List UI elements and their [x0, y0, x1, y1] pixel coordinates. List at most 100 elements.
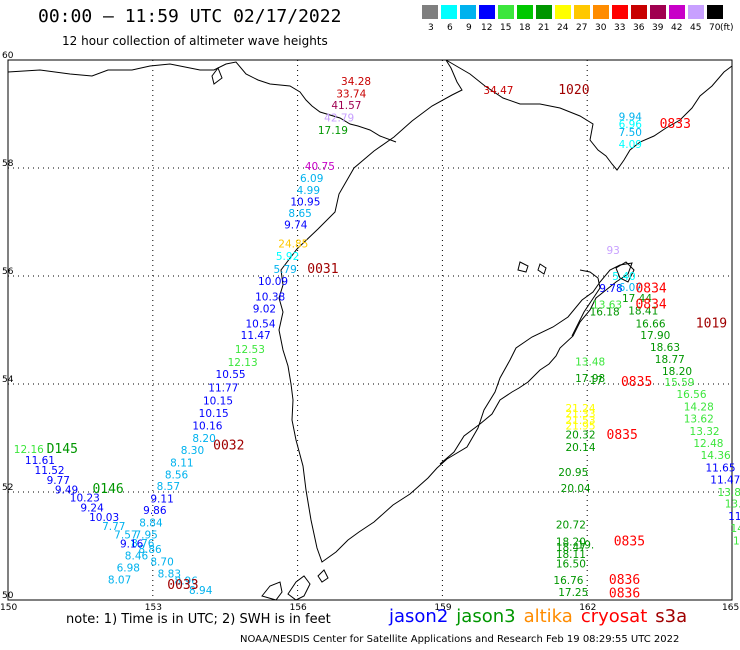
wave-height-label: 11.47: [710, 474, 740, 486]
wave-height-label: 34.47: [483, 85, 513, 97]
wave-height-label: 10.54: [245, 318, 275, 330]
pass-time-label: 0836: [609, 573, 640, 588]
legend-label: 39: [652, 23, 664, 33]
wave-height-label: 24.85: [278, 238, 308, 250]
pass-time-label: 0146: [92, 482, 123, 497]
legend-swatch: [631, 5, 647, 19]
lon-label: 153: [145, 603, 162, 613]
wave-height-label: 17.98: [575, 373, 605, 385]
pass-time-label: 0835: [607, 428, 638, 443]
legend-label: 9: [466, 23, 472, 33]
satellite-name: cryosat: [580, 606, 648, 627]
wave-height-label: 8.57: [157, 481, 180, 493]
kamchatka-coast: [278, 59, 633, 563]
legend-label: 30: [595, 23, 607, 33]
credit-line: NOAA/NESDIS Center for Satellite Applica…: [240, 634, 680, 645]
wave-height-label: 21.53: [565, 415, 595, 427]
wave-height-label: 21.95: [565, 420, 595, 432]
map-subtitle: 12 hour collection of altimeter wave hei…: [62, 34, 328, 48]
wave-height-label: 4.09: [619, 139, 642, 151]
legend-swatch: [479, 5, 495, 19]
wave-height-label: 18.47: [556, 542, 586, 554]
wave-height-label: 11.52: [35, 465, 65, 477]
legend-swatch: [498, 5, 514, 19]
wave-height-label: 18.41: [628, 305, 658, 317]
wave-height-label: 7.95: [134, 529, 157, 541]
wave-height-label: 8.30: [181, 445, 204, 457]
wave-height-label: 16.66: [635, 318, 665, 330]
legend-label: 12: [481, 23, 493, 33]
wave-height-label: 13.85: [718, 487, 740, 499]
footnote: note: 1) Time is in UTC; 2) SWH is in fe…: [66, 612, 331, 627]
wave-height-label: 8.65: [288, 208, 311, 220]
pass-time-label: 0834: [635, 282, 666, 297]
pass-time-label: 0031: [307, 262, 338, 277]
satellite-name: jason2: [389, 606, 449, 627]
lat-label: 52: [2, 483, 13, 493]
wave-height-label: 14.36: [701, 450, 731, 462]
wave-height-label: 41.57: [331, 100, 361, 112]
kamchatka-north-coast: [445, 59, 733, 171]
wave-height-label: 8.84: [139, 518, 163, 530]
wave-height-label: 13.3: [725, 499, 740, 511]
wave-height-label: 6.09: [300, 173, 323, 185]
wave-height-label: 12.16: [14, 444, 44, 456]
wave-height-label: 13.62: [684, 413, 714, 425]
legend-swatch: [669, 5, 685, 19]
satellite-name: jason3: [456, 606, 516, 627]
legend-swatch: [517, 5, 533, 19]
okhotsk-north-coast: [7, 61, 397, 143]
legend-swatch: [555, 5, 571, 19]
wave-height-label: 20.04: [561, 483, 591, 495]
wave-height-label: 9.86: [143, 505, 167, 517]
wave-height-labels: 34.2833.7441.5742.7917.1940.756.094.9910…: [14, 76, 740, 599]
shumshu: [261, 581, 283, 601]
wave-height-label: 9.78: [599, 283, 622, 295]
legend-label: 18: [519, 23, 531, 33]
lat-label: 60: [2, 51, 14, 61]
wave-height-label: 13.32: [690, 426, 720, 438]
wave-height-label: 20.95: [558, 467, 588, 479]
wave-height-label: 8.70: [150, 556, 173, 568]
wave-height-label: 13.48: [575, 357, 605, 369]
wave-height-label: 13.63: [592, 299, 622, 311]
wave-height-label: 12.53: [235, 344, 265, 356]
legend-swatch: [460, 5, 476, 19]
latitude-labels: 60 58 56 54 52 50: [2, 51, 14, 601]
wave-height-label: 16.56: [676, 389, 706, 401]
legend-label: 45: [690, 23, 702, 33]
map-frame: [7, 59, 733, 601]
wave-height-label: 17.44: [622, 293, 652, 305]
lat-label: 56: [2, 267, 14, 277]
wave-height-label: 8.86: [138, 544, 162, 556]
wave-height-label: 6.96: [619, 119, 643, 131]
wave-height-label: 18.77: [655, 354, 685, 366]
wave-height-label: 8.96: [175, 575, 199, 587]
longitude-labels: 150 153 156 159 162 165: [0, 603, 739, 613]
wave-height-label: 18.11: [556, 549, 586, 561]
wave-height-label: 6.98: [117, 562, 140, 574]
legend-label: 70: [709, 23, 721, 33]
wave-height-label: 10.03: [89, 512, 119, 524]
wave-height-label: 16.76: [553, 575, 583, 587]
lat-label: 54: [2, 375, 14, 385]
wave-height-label: 10.15: [203, 396, 233, 408]
wave-height-label: 17.19: [318, 125, 348, 137]
wave-height-label: 33.74: [336, 88, 366, 100]
wave-height-label: 21.33: [565, 408, 595, 420]
pass-time-label: 0033: [167, 578, 198, 593]
legend-swatch: [593, 5, 609, 19]
wave-height-label: 17.25: [558, 587, 588, 599]
wave-height-label: 20.14: [565, 442, 595, 454]
wave-height-label: 15.59: [664, 377, 694, 389]
wave-height-label: 9.77: [47, 475, 70, 487]
lon-label: 156: [290, 603, 307, 613]
wave-height-label: 20.72: [556, 520, 586, 532]
pass-time-label: 0835: [614, 534, 645, 549]
wave-height-label: 14: [733, 535, 740, 547]
pass-time-label: 0032: [213, 438, 244, 453]
coastlines: [7, 59, 733, 601]
lon-label: 162: [579, 603, 596, 613]
legend-label: 42: [671, 23, 683, 33]
